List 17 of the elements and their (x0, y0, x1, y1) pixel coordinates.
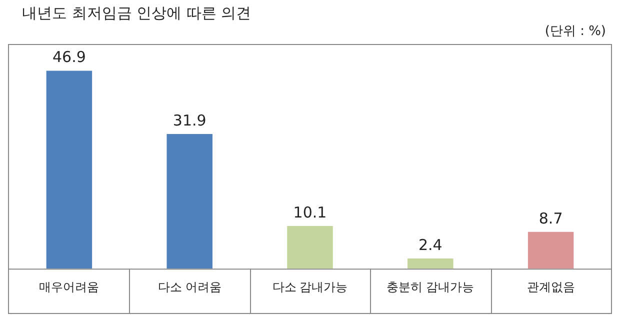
data-label: 46.9 (52, 48, 86, 66)
chart-title: 내년도 최저임금 인상에 따른 의견 (22, 4, 252, 23)
data-label: 31.9 (172, 111, 206, 130)
data-label: 2.4 (418, 236, 442, 254)
bar (46, 70, 92, 269)
x-tick-label: 관계없음 (526, 280, 575, 294)
x-tick-label: 다소 감내가능 (272, 280, 348, 294)
data-label: 10.1 (293, 203, 327, 222)
bar (528, 232, 574, 269)
x-tick-label: 다소 어려움 (158, 280, 222, 294)
bar (166, 134, 212, 269)
x-tick-label: 매우어려움 (39, 280, 100, 294)
data-label: 8.7 (538, 209, 563, 228)
bar (287, 226, 333, 269)
text: (단위 : %) (544, 23, 606, 40)
bar (408, 258, 454, 269)
x-tick-label: 충분히 감내가능 (386, 280, 474, 294)
